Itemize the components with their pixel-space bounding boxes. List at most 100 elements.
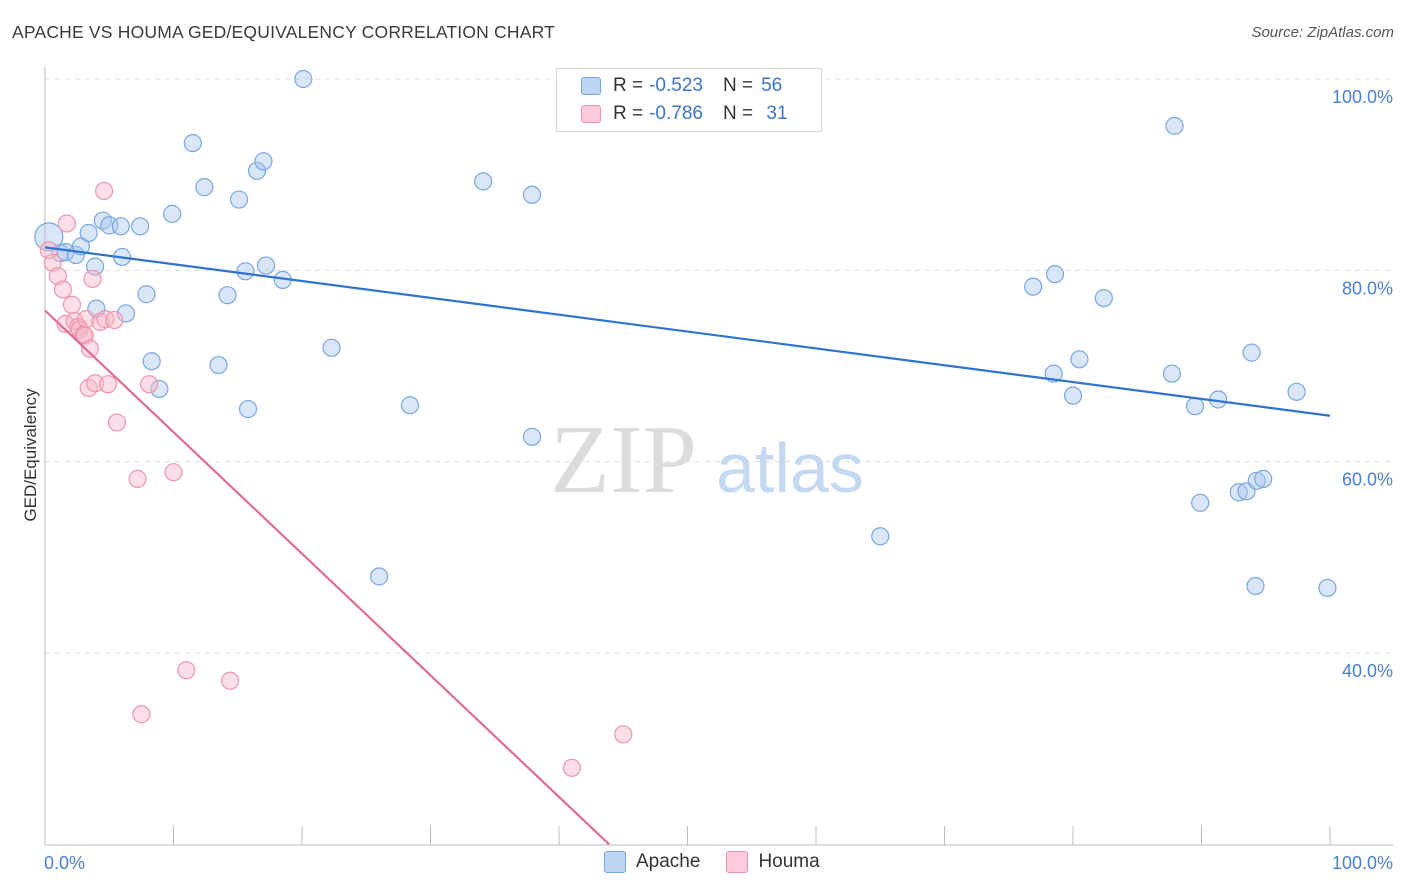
apache-point (522, 185, 542, 204)
houma-point (177, 661, 196, 680)
apache-legend-label: Apache (636, 851, 701, 872)
apache-point (79, 223, 98, 243)
legend-n-label: N = (722, 103, 754, 124)
apache-point (1254, 469, 1273, 488)
x-tick-label: 0.0% (44, 853, 85, 873)
apache-point (142, 352, 161, 371)
houma-point (57, 214, 76, 233)
apache-point (1191, 493, 1210, 512)
houma-point (86, 374, 105, 393)
houma-point (83, 269, 102, 289)
houma-point (75, 326, 94, 345)
legend-item-houma[interactable]: Houma (726, 851, 820, 873)
houma-point (91, 312, 110, 332)
apache-trend-line (44, 246, 1331, 417)
watermark: ZIP atlas (550, 406, 864, 514)
houma-point (105, 310, 124, 330)
legend-row-apache: R = -0.523 N = 56 (581, 73, 782, 99)
legend-item-apache[interactable]: Apache (604, 851, 700, 873)
label-layer: 40.0% 60.0% 80.0% 100.0% 0.0% 100.0% (44, 87, 1393, 873)
houma-point (562, 758, 581, 777)
apache-point (1024, 277, 1043, 296)
apache-point (256, 256, 276, 275)
apache-points (34, 69, 1337, 598)
houma-point (48, 266, 67, 286)
legend-n-value: 56 (761, 75, 783, 96)
apache-point (1229, 483, 1248, 502)
houma-swatch (581, 105, 601, 123)
apache-point (116, 304, 136, 323)
apache-point (247, 161, 267, 180)
apache-point (218, 286, 237, 305)
houma-point (164, 463, 183, 482)
apache-point (1162, 364, 1182, 383)
apache-point (1063, 386, 1083, 405)
legend-r-value: -0.786 (649, 103, 703, 124)
apache-point (130, 217, 150, 236)
apache-point (1045, 265, 1065, 284)
trend-layer (44, 246, 1331, 846)
houma-point (77, 310, 96, 329)
apache-point (195, 178, 214, 197)
legend-n-label: N = (722, 75, 754, 96)
apache-point (1242, 343, 1261, 362)
apache-point (34, 222, 64, 252)
houma-point (132, 705, 151, 724)
apache-point (238, 399, 258, 419)
legend-r-label: R = (613, 103, 644, 124)
watermark-atlas: atlas (716, 429, 864, 507)
source-note: Source: ZipAtlas.com (1251, 24, 1394, 41)
houma-point (62, 295, 82, 314)
houma-point (139, 375, 159, 394)
axis-layer (44, 67, 1393, 846)
houma-legend-swatch (726, 851, 749, 873)
houma-point (43, 253, 62, 272)
apache-point (400, 396, 420, 415)
houma-point (220, 671, 240, 690)
apache-point (163, 204, 182, 223)
apache-point (1185, 397, 1205, 416)
houma-point (614, 725, 633, 744)
apache-point (522, 427, 542, 446)
houma-points (39, 181, 633, 777)
apache-point (229, 190, 249, 209)
apache-point (254, 152, 273, 171)
apache-point (322, 338, 341, 357)
apache-point (150, 379, 169, 399)
houma-point (98, 375, 118, 394)
stats-legend: R = -0.523 N = 56 R = -0.786 N = 31 (556, 68, 822, 132)
legend-n-value: 31 (761, 103, 788, 124)
y-tick-label: 100.0% (1332, 87, 1393, 107)
legend-row-houma: R = -0.786 N = 31 (581, 101, 788, 127)
x-tick-label: 100.0% (1332, 853, 1393, 873)
grid-layer (45, 78, 1393, 654)
legend-r-label: R = (613, 75, 644, 96)
apache-swatch (581, 77, 601, 95)
legend-r-value: -0.523 (649, 75, 703, 96)
apache-point (370, 567, 389, 586)
y-axis-label: GED/Equivalency (21, 388, 40, 522)
apache-point (871, 527, 890, 546)
apache-point (1165, 116, 1184, 135)
y-tick-label: 40.0% (1342, 661, 1393, 681)
apache-point (183, 133, 202, 153)
houma-point (80, 339, 100, 358)
y-tick-label: 80.0% (1342, 278, 1393, 298)
apache-point (1318, 578, 1337, 598)
apache-point (1247, 471, 1266, 490)
apache-point (209, 355, 228, 375)
houma-point (128, 469, 147, 488)
chart-title: APACHE VS HOUMA GED/EQUIVALENCY CORRELAT… (12, 22, 556, 42)
apache-point (1070, 350, 1089, 369)
apache-point (236, 262, 255, 281)
watermark-zip: ZIP (550, 406, 697, 514)
series-legend: Apache Houma (604, 851, 846, 873)
apache-point (1246, 576, 1265, 596)
apache-point (1094, 288, 1113, 308)
houma-legend-label: Houma (758, 851, 820, 872)
houma-point (53, 280, 73, 299)
houma-trend-line (44, 309, 610, 846)
houma-point (107, 413, 127, 432)
apache-point (294, 69, 313, 89)
